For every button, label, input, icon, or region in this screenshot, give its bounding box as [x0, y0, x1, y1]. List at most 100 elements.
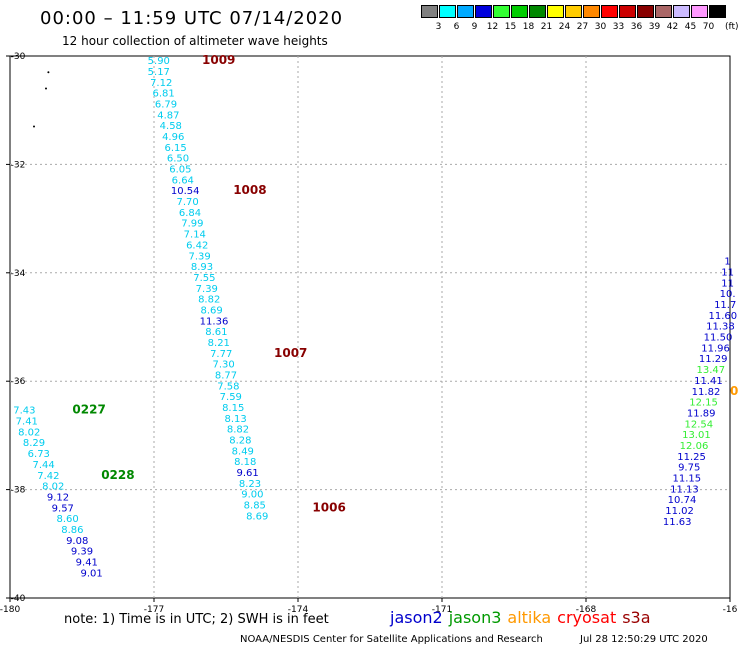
swh-value: 13.01: [682, 430, 711, 441]
coast-dot: [33, 125, 35, 128]
swh-value: 7.12: [150, 78, 172, 89]
scale-swatch: [565, 5, 582, 18]
time-tag: 0228: [101, 468, 134, 482]
swh-value: 6.81: [152, 89, 174, 100]
y-tick-label: -36: [11, 377, 26, 387]
scale-label: 3: [435, 22, 442, 32]
swh-value: 1: [724, 257, 730, 268]
scale-label: 45: [684, 22, 697, 32]
y-tick-label: -34: [11, 269, 26, 279]
swh-value: 8.69: [200, 305, 222, 316]
swh-value: 8.86: [61, 525, 83, 536]
swh-value: 7.77: [210, 349, 232, 360]
swh-value: 7.30: [212, 360, 234, 371]
swh-value: 4.96: [162, 132, 184, 143]
swh-value: 11: [721, 278, 734, 289]
generated-timestamp: Jul 28 12:50:29 UTC 2020: [580, 634, 708, 645]
swh-value: 7.99: [181, 219, 203, 230]
x-tick-label: -171: [432, 605, 452, 615]
swh-value: 11.29: [699, 354, 728, 365]
coast-dot: [45, 87, 47, 90]
scale-label: 42: [666, 22, 679, 32]
scale-swatch: [583, 5, 600, 18]
swh-value: 8.15: [222, 403, 244, 414]
swh-value: 8.77: [215, 370, 237, 381]
swh-value: 10.74: [668, 495, 697, 506]
scale-swatch: [619, 5, 636, 18]
swh-value: 6.79: [155, 99, 177, 110]
swh-value: 8.61: [205, 327, 227, 338]
legend-s3a: s3a: [622, 608, 651, 627]
swh-value: 7.39: [196, 284, 218, 295]
swh-value: 6.50: [167, 154, 189, 165]
swh-value: 7.14: [184, 230, 206, 241]
scale-label: 36: [630, 22, 643, 32]
scale-swatch: [511, 5, 528, 18]
swh-value: 11: [721, 268, 734, 279]
swh-value: 12.54: [684, 419, 713, 430]
x-tick-label: -177: [144, 605, 164, 615]
scale-label: 9: [471, 22, 478, 32]
swh-value: 11.13: [670, 484, 699, 495]
swh-value: 8.85: [244, 501, 266, 512]
scale-swatch: [601, 5, 618, 18]
coast-dot: [47, 71, 50, 74]
swh-value: 9.61: [236, 468, 258, 479]
swh-value: 6.15: [164, 143, 186, 154]
time-tag: 1007: [274, 346, 307, 360]
swh-value: 8.13: [224, 414, 246, 425]
swh-value: 7.44: [32, 460, 54, 471]
swh-value: 8.69: [246, 511, 268, 522]
scale-unit: (ft): [725, 22, 739, 32]
time-tag: 1008: [233, 183, 266, 197]
swh-value: 11.15: [672, 473, 701, 484]
scale-label: 24: [558, 22, 571, 32]
x-tick-label: -174: [288, 605, 309, 615]
swh-value: 8.23: [239, 479, 261, 490]
swh-value: 4.58: [160, 121, 182, 132]
swh-value: 11.60: [708, 311, 737, 322]
swh-value: 9.01: [80, 568, 102, 579]
swh-value: 13.47: [696, 365, 725, 376]
swh-value: 10.54: [171, 186, 200, 197]
scale-swatch: [637, 5, 654, 18]
swh-value: 6.73: [28, 449, 50, 460]
x-tick-label: -16: [723, 605, 738, 615]
swh-value: 8.29: [23, 438, 45, 449]
swh-value: 6.05: [169, 165, 191, 176]
satellite-legend: jason2 jason3 altika cryosat s3a: [390, 608, 657, 627]
scale-label: 21: [540, 22, 553, 32]
x-tick-label: -180: [0, 605, 20, 615]
time-tag: 0: [730, 384, 738, 398]
swh-value: 11.36: [200, 316, 229, 327]
swh-value: 9.75: [678, 463, 700, 474]
scale-label: 30: [594, 22, 607, 32]
swh-value: 8.02: [42, 482, 64, 493]
swh-value: 9.57: [52, 503, 74, 514]
scale-swatch: [529, 5, 546, 18]
legend-cryosat: cryosat: [557, 608, 617, 627]
swh-value: 6.84: [179, 208, 201, 219]
swh-value: 7.58: [217, 381, 239, 392]
scale-label: 39: [648, 22, 661, 32]
swh-value: 8.49: [232, 446, 254, 457]
swh-value: 5.17: [148, 67, 170, 78]
swh-value: 11.7: [714, 300, 736, 311]
scale-swatch: [457, 5, 474, 18]
y-tick-label: -38: [11, 486, 26, 496]
swh-value: 8.28: [229, 436, 251, 447]
swh-value: 9.39: [71, 547, 93, 558]
time-tag: 1009: [202, 53, 235, 67]
scale-swatch: [709, 5, 726, 18]
scale-label: 70: [702, 22, 715, 32]
swh-value: 7.42: [37, 471, 59, 482]
scale-label: 15: [504, 22, 517, 32]
scale-swatch: [691, 5, 708, 18]
scale-swatch: [493, 5, 510, 18]
y-tick-label: -30: [11, 52, 26, 62]
scale-swatch: [673, 5, 690, 18]
swh-value: 11.41: [694, 376, 723, 387]
scale-label: 33: [612, 22, 625, 32]
swh-value: 9.41: [76, 557, 98, 568]
